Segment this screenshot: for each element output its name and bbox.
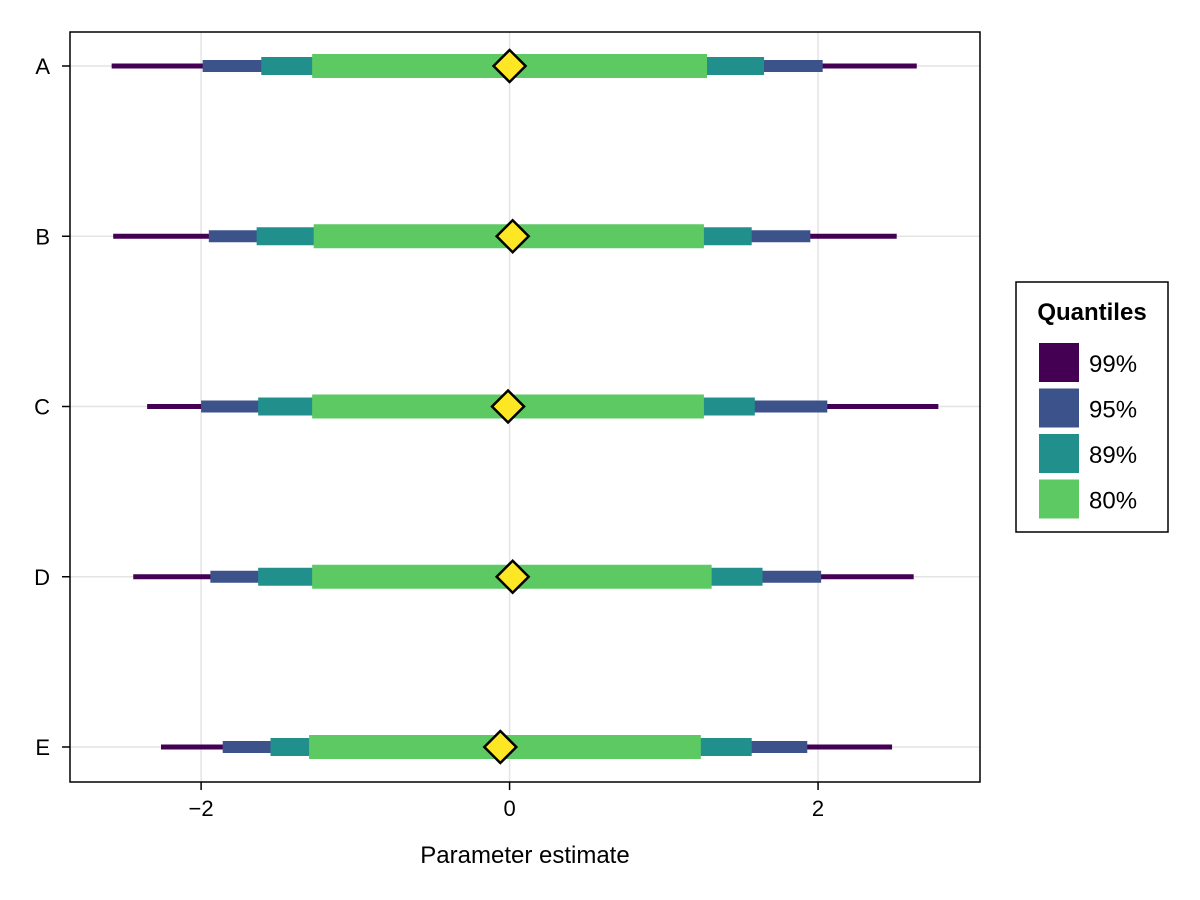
legend-label-80pct: 80% bbox=[1089, 488, 1137, 515]
y-tick-label-B: B bbox=[35, 224, 50, 249]
x-axis-title: Parameter estimate bbox=[420, 842, 629, 869]
legend-entries: 99% 95% 89% 80% bbox=[1039, 343, 1137, 519]
y-tick-label-D: D bbox=[34, 565, 50, 590]
y-tick-label-E: E bbox=[35, 735, 50, 760]
estimate-marker-B bbox=[494, 218, 531, 255]
legend: Quantiles 99% 95% 89% 80% bbox=[1015, 281, 1169, 533]
legend-swatch-99pct bbox=[1039, 343, 1079, 382]
interval-bars bbox=[111, 54, 939, 759]
y-tick-label-A: A bbox=[35, 54, 50, 79]
legend-swatch-80pct bbox=[1039, 479, 1079, 519]
axes: −2 0 2 A B C D E bbox=[34, 54, 824, 821]
estimate-marker-D bbox=[494, 558, 531, 595]
x-tick-label-0: −2 bbox=[189, 796, 214, 821]
estimate-marker-C bbox=[490, 388, 526, 425]
legend-label-99pct: 99% bbox=[1089, 351, 1137, 378]
legend-swatch-95pct bbox=[1039, 388, 1079, 428]
x-tick-label-2: 2 bbox=[812, 796, 824, 821]
estimate-marker-E bbox=[482, 729, 519, 765]
legend-label-95pct: 95% bbox=[1089, 397, 1137, 424]
legend-title: Quantiles bbox=[1037, 299, 1146, 326]
legend-label-89pct: 89% bbox=[1089, 442, 1137, 469]
estimate-markers bbox=[482, 48, 531, 765]
y-tick-label-C: C bbox=[34, 395, 50, 420]
x-tick-label-1: 0 bbox=[503, 796, 515, 821]
estimate-marker-A bbox=[491, 48, 528, 84]
legend-swatch-89pct bbox=[1039, 434, 1079, 473]
